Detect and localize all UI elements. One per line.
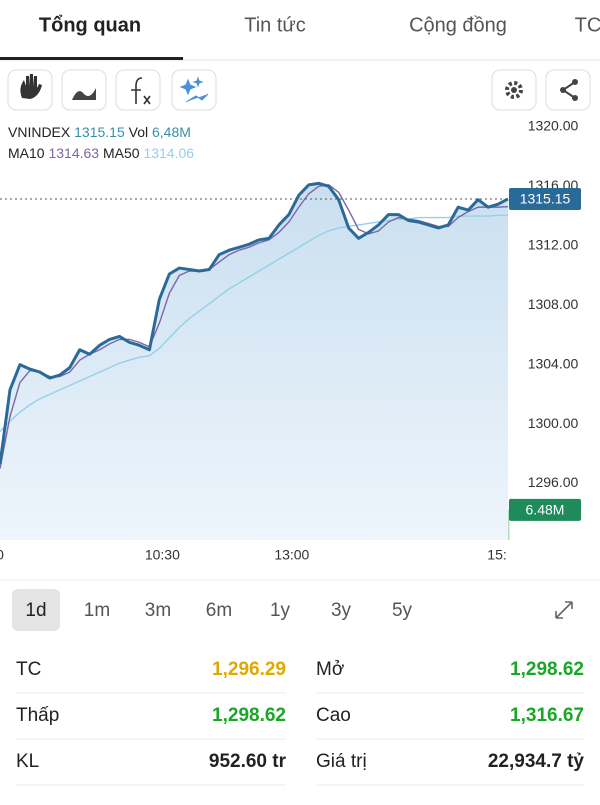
period-button[interactable]: 3m: [145, 600, 171, 621]
stat-value: 1,298.62: [212, 705, 286, 726]
legend-item: 1314.06: [143, 145, 194, 161]
tab[interactable]: Tổng quan: [39, 14, 141, 36]
tab[interactable]: TC: [575, 14, 600, 36]
price-area: [0, 183, 508, 541]
share-dot: [560, 87, 566, 93]
volume-tag-label: 6.48M: [526, 502, 565, 518]
period-button[interactable]: 5y: [392, 600, 413, 621]
x-tick-label: 13:00: [274, 547, 309, 563]
legend-item: VNINDEX: [8, 124, 74, 140]
period-button[interactable]: 6m: [206, 600, 232, 621]
gear-icon: [505, 81, 523, 99]
stat-value: 1,316.67: [510, 705, 584, 726]
ai-icon: [179, 76, 209, 103]
x-tick-label: 0: [0, 547, 4, 563]
price-line: [0, 181, 509, 465]
stat-value: 952.60 tr: [209, 751, 287, 772]
tab-underline: [0, 57, 183, 60]
price-tag: [509, 187, 581, 210]
x-tick-label: 10:30: [145, 547, 180, 563]
y-tick-label: 1312.00: [528, 236, 579, 252]
price-tag-label: 1315.15: [520, 191, 571, 207]
stat-label: Mở: [316, 659, 344, 680]
y-tick-label: 1296.00: [528, 474, 579, 490]
period-button[interactable]: 1d: [25, 600, 46, 621]
stat-label: Thấp: [16, 705, 59, 726]
legend-item: MA10: [8, 145, 48, 161]
ma-line: [0, 214, 509, 433]
stat-value: 22,934.7 tỷ: [488, 751, 585, 772]
tab[interactable]: Cộng đồng: [409, 14, 507, 36]
share-dot: [572, 79, 578, 85]
y-tick-label: 1300.00: [528, 415, 579, 431]
legend-item: Vol: [129, 124, 152, 140]
fx-icon: [131, 77, 151, 105]
legend-item: MA50: [103, 145, 143, 161]
y-tick-label: 1308.00: [528, 296, 579, 312]
legend: VNINDEX 1315.15 Vol 6,48M: [8, 124, 191, 140]
gear-center: [511, 87, 517, 93]
y-tick-label: 1320.00: [528, 118, 579, 134]
stat-value: 1,298.62: [510, 659, 584, 680]
period-button[interactable]: 1m: [84, 600, 110, 621]
stat-value: 1,296.29: [212, 659, 286, 680]
legend-item: 1315.15: [74, 124, 129, 140]
chart: 1296.001300.001304.001308.001312.001316.…: [0, 118, 581, 563]
ai-button[interactable]: [171, 69, 217, 111]
stat-label: TC: [16, 659, 41, 680]
period-button[interactable]: 3y: [331, 600, 352, 621]
legend-item: 1314.63: [48, 145, 103, 161]
expand-icon[interactable]: [555, 601, 573, 619]
stat-label: Giá trị: [316, 751, 367, 772]
period-button[interactable]: 1y: [270, 600, 291, 621]
legend: MA10 1314.63 MA50 1314.06: [8, 145, 194, 161]
legend-item: 6,48M: [152, 124, 191, 140]
period-selected: [12, 589, 60, 631]
tab[interactable]: Tin tức: [244, 14, 306, 36]
bottom-panel: Tổng quan Tin tức Cộng đồng TC 1d 1m 3m 6m 1y 3y 5…: [16, 14, 600, 786]
volume-tag: [509, 498, 581, 521]
stat-label: Cao: [316, 705, 351, 726]
y-tick-label: 1304.00: [528, 355, 579, 371]
style-button[interactable]: [61, 69, 107, 111]
stat-label: KL: [16, 751, 39, 772]
share-dot: [572, 95, 578, 101]
hand-icon: [20, 74, 42, 99]
share-button[interactable]: [545, 69, 591, 111]
x-tick-label: 15:: [487, 547, 506, 563]
area-icon: [72, 88, 96, 100]
